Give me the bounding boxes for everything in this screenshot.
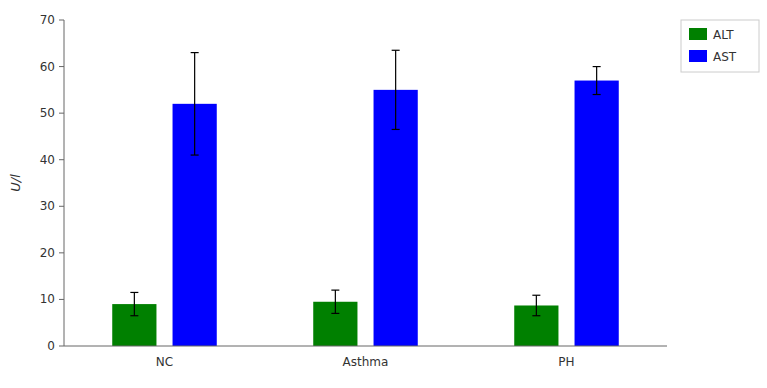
legend-label: ALT: [713, 28, 734, 42]
y-tick: [59, 20, 64, 21]
legend-swatch: [689, 28, 707, 40]
y-tick: [59, 252, 64, 253]
error-bar: [532, 295, 540, 315]
y-tick: [59, 299, 64, 300]
y-tick-label: 60: [40, 60, 55, 74]
y-tick-label: 20: [40, 246, 55, 260]
y-tick-label: 70: [40, 13, 55, 27]
error-line: [134, 292, 135, 315]
error-bar: [593, 67, 601, 95]
y-tick: [59, 159, 64, 160]
error-cap: [532, 295, 540, 296]
error-cap: [331, 290, 339, 291]
error-line: [395, 50, 396, 129]
x-axis: [64, 346, 667, 347]
error-cap: [593, 66, 601, 67]
error-cap: [532, 315, 540, 316]
legend-frame: [681, 20, 759, 72]
error-cap: [392, 129, 400, 130]
error-bar: [392, 50, 400, 129]
error-cap: [130, 292, 138, 293]
y-tick: [59, 346, 64, 347]
y-tick-label: 10: [40, 292, 55, 306]
legend-label: AST: [713, 50, 737, 64]
bar: [575, 81, 619, 346]
y-tick: [59, 206, 64, 207]
legend-swatch: [689, 50, 707, 62]
error-line: [194, 53, 195, 155]
y-tick: [59, 113, 64, 114]
chart-container: 0 10 20 30 40 50 60 70 U/l NC Asthma PH ALT AST: [0, 0, 767, 388]
error-bar: [130, 292, 138, 315]
bars: [112, 50, 619, 346]
error-bar: [191, 53, 199, 155]
y-tick-label: 40: [40, 153, 55, 167]
error-cap: [191, 52, 199, 53]
error-bar: [331, 290, 339, 313]
y-tick-label: 0: [47, 339, 55, 353]
y-axis-label: U/l: [8, 174, 23, 192]
error-line: [596, 67, 597, 95]
error-cap: [331, 313, 339, 314]
error-cap: [392, 50, 400, 51]
y-tick-label: 30: [40, 199, 55, 213]
y-axis: [64, 20, 65, 346]
y-tick: [59, 66, 64, 67]
legend: ALT AST: [681, 20, 759, 72]
chart-svg: 0 10 20 30 40 50 60 70 U/l NC Asthma PH ALT AST: [0, 0, 767, 388]
error-cap: [130, 315, 138, 316]
x-tick-label: NC: [156, 355, 173, 369]
error-line: [335, 290, 336, 313]
error-cap: [593, 94, 601, 95]
error-cap: [191, 154, 199, 155]
error-line: [536, 295, 537, 315]
x-tick-label: PH: [558, 355, 574, 369]
x-tick-label: Asthma: [343, 355, 389, 369]
y-tick-label: 50: [40, 106, 55, 120]
